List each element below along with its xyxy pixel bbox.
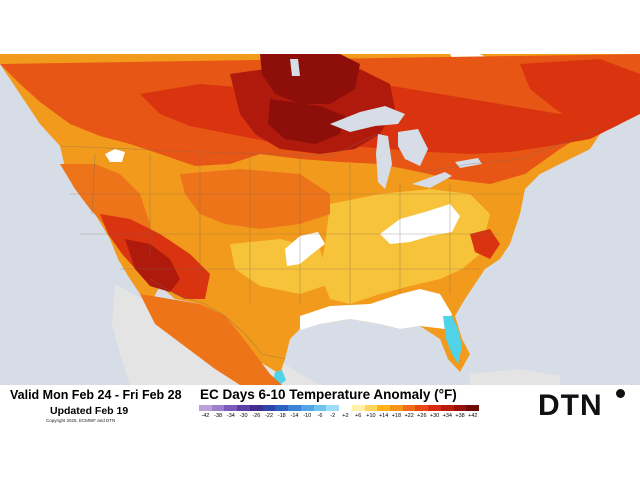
red-northeast (520, 59, 640, 129)
borders (59, 128, 601, 360)
maroon-core (260, 54, 360, 104)
legend-swatch (351, 405, 365, 411)
legend-tick-label: +38 (455, 413, 465, 419)
legend-tick-label: +14 (378, 413, 389, 419)
darkred-southwest (125, 239, 180, 292)
legend-tick-label: -38 (214, 413, 223, 419)
darkorange-southwest (140, 294, 282, 385)
legend-swatch (237, 405, 250, 411)
legend-swatch (249, 405, 263, 411)
legend-tick-label: -10 (303, 413, 312, 419)
legend-tick-label: -26 (252, 413, 261, 419)
map-footer: Valid Mon Feb 24 - Fri Feb 28 Updated Fe… (0, 385, 640, 425)
map-title: EC Days 6-10 Temperature Anomaly (°F) (200, 387, 457, 402)
red-east-spot (470, 229, 500, 259)
legend-tick-label: +26 (417, 413, 427, 419)
dtn-logo-dot-icon (616, 389, 625, 398)
lake-erie (412, 172, 452, 188)
white-southeast (300, 289, 452, 330)
legend-swatch (440, 405, 454, 411)
legend-swatch (275, 405, 289, 411)
legend-swatch (288, 405, 301, 411)
lake-huron (398, 129, 428, 166)
lake-winnipeg (290, 59, 300, 76)
legend-ticks: -42 -38 -34 -30 -26 -22 -18 -14 -10 -6 -2 +2 +6 +10 +1… (199, 412, 479, 420)
temperature-anomaly-map (0, 54, 640, 385)
legend-swatch (300, 405, 314, 411)
legend-tick-label: -30 (239, 413, 248, 419)
legend-swatch (211, 405, 225, 411)
legend-swatch (415, 405, 429, 411)
legend-swatch (262, 405, 276, 411)
legend-tick-label: -6 (317, 413, 323, 419)
legend-tick-label: +30 (429, 413, 440, 419)
caribbean-land (470, 369, 560, 385)
legend-tick-label: +6 (355, 413, 362, 419)
legend-tick-label: -42 (201, 413, 210, 419)
legend-tick-label: -2 (330, 413, 336, 419)
legend-swatch (199, 405, 212, 411)
legend-tick-label: -22 (265, 413, 274, 419)
legend-tick-label: +34 (442, 413, 452, 419)
valid-period: Valid Mon Feb 24 - Fri Feb 28 (10, 388, 182, 402)
white-midwest (285, 232, 325, 266)
legend-swatch (326, 405, 340, 411)
legend-tick-label: +42 (468, 413, 478, 419)
updated-date: Updated Feb 19 (50, 405, 129, 417)
dtn-logo: DTN (538, 389, 603, 422)
legend-tick-label: +22 (404, 413, 414, 419)
legend-tick-label: +18 (391, 413, 402, 419)
legend-swatch (364, 405, 378, 411)
map-canvas (0, 54, 640, 385)
legend-tick-label: +2 (342, 413, 349, 419)
legend-tick-label: -14 (290, 413, 299, 419)
white-north-spot (105, 149, 125, 162)
maroon-core-2 (268, 99, 345, 144)
copyright-text: Copyright 2025, ECMWF and DTN (46, 418, 116, 423)
cyan-florida (443, 316, 462, 364)
legend-tick-label: -18 (277, 413, 286, 419)
lake-superior (330, 106, 405, 132)
legend-swatch (377, 405, 391, 411)
legend-swatch (453, 405, 467, 411)
legend-swatch (390, 405, 403, 411)
legend-tick-label: -34 (226, 413, 235, 419)
legend-swatch (402, 405, 416, 411)
legend-swatch (339, 405, 352, 411)
lake-michigan (376, 134, 392, 189)
legend-swatch (224, 405, 238, 411)
legend-swatch (313, 405, 327, 411)
legend-color-bar (199, 405, 480, 411)
darkorange-central (180, 169, 330, 229)
legend-swatch (428, 405, 441, 411)
legend-swatch (466, 405, 480, 411)
legend-tick-label: +10 (366, 413, 376, 419)
